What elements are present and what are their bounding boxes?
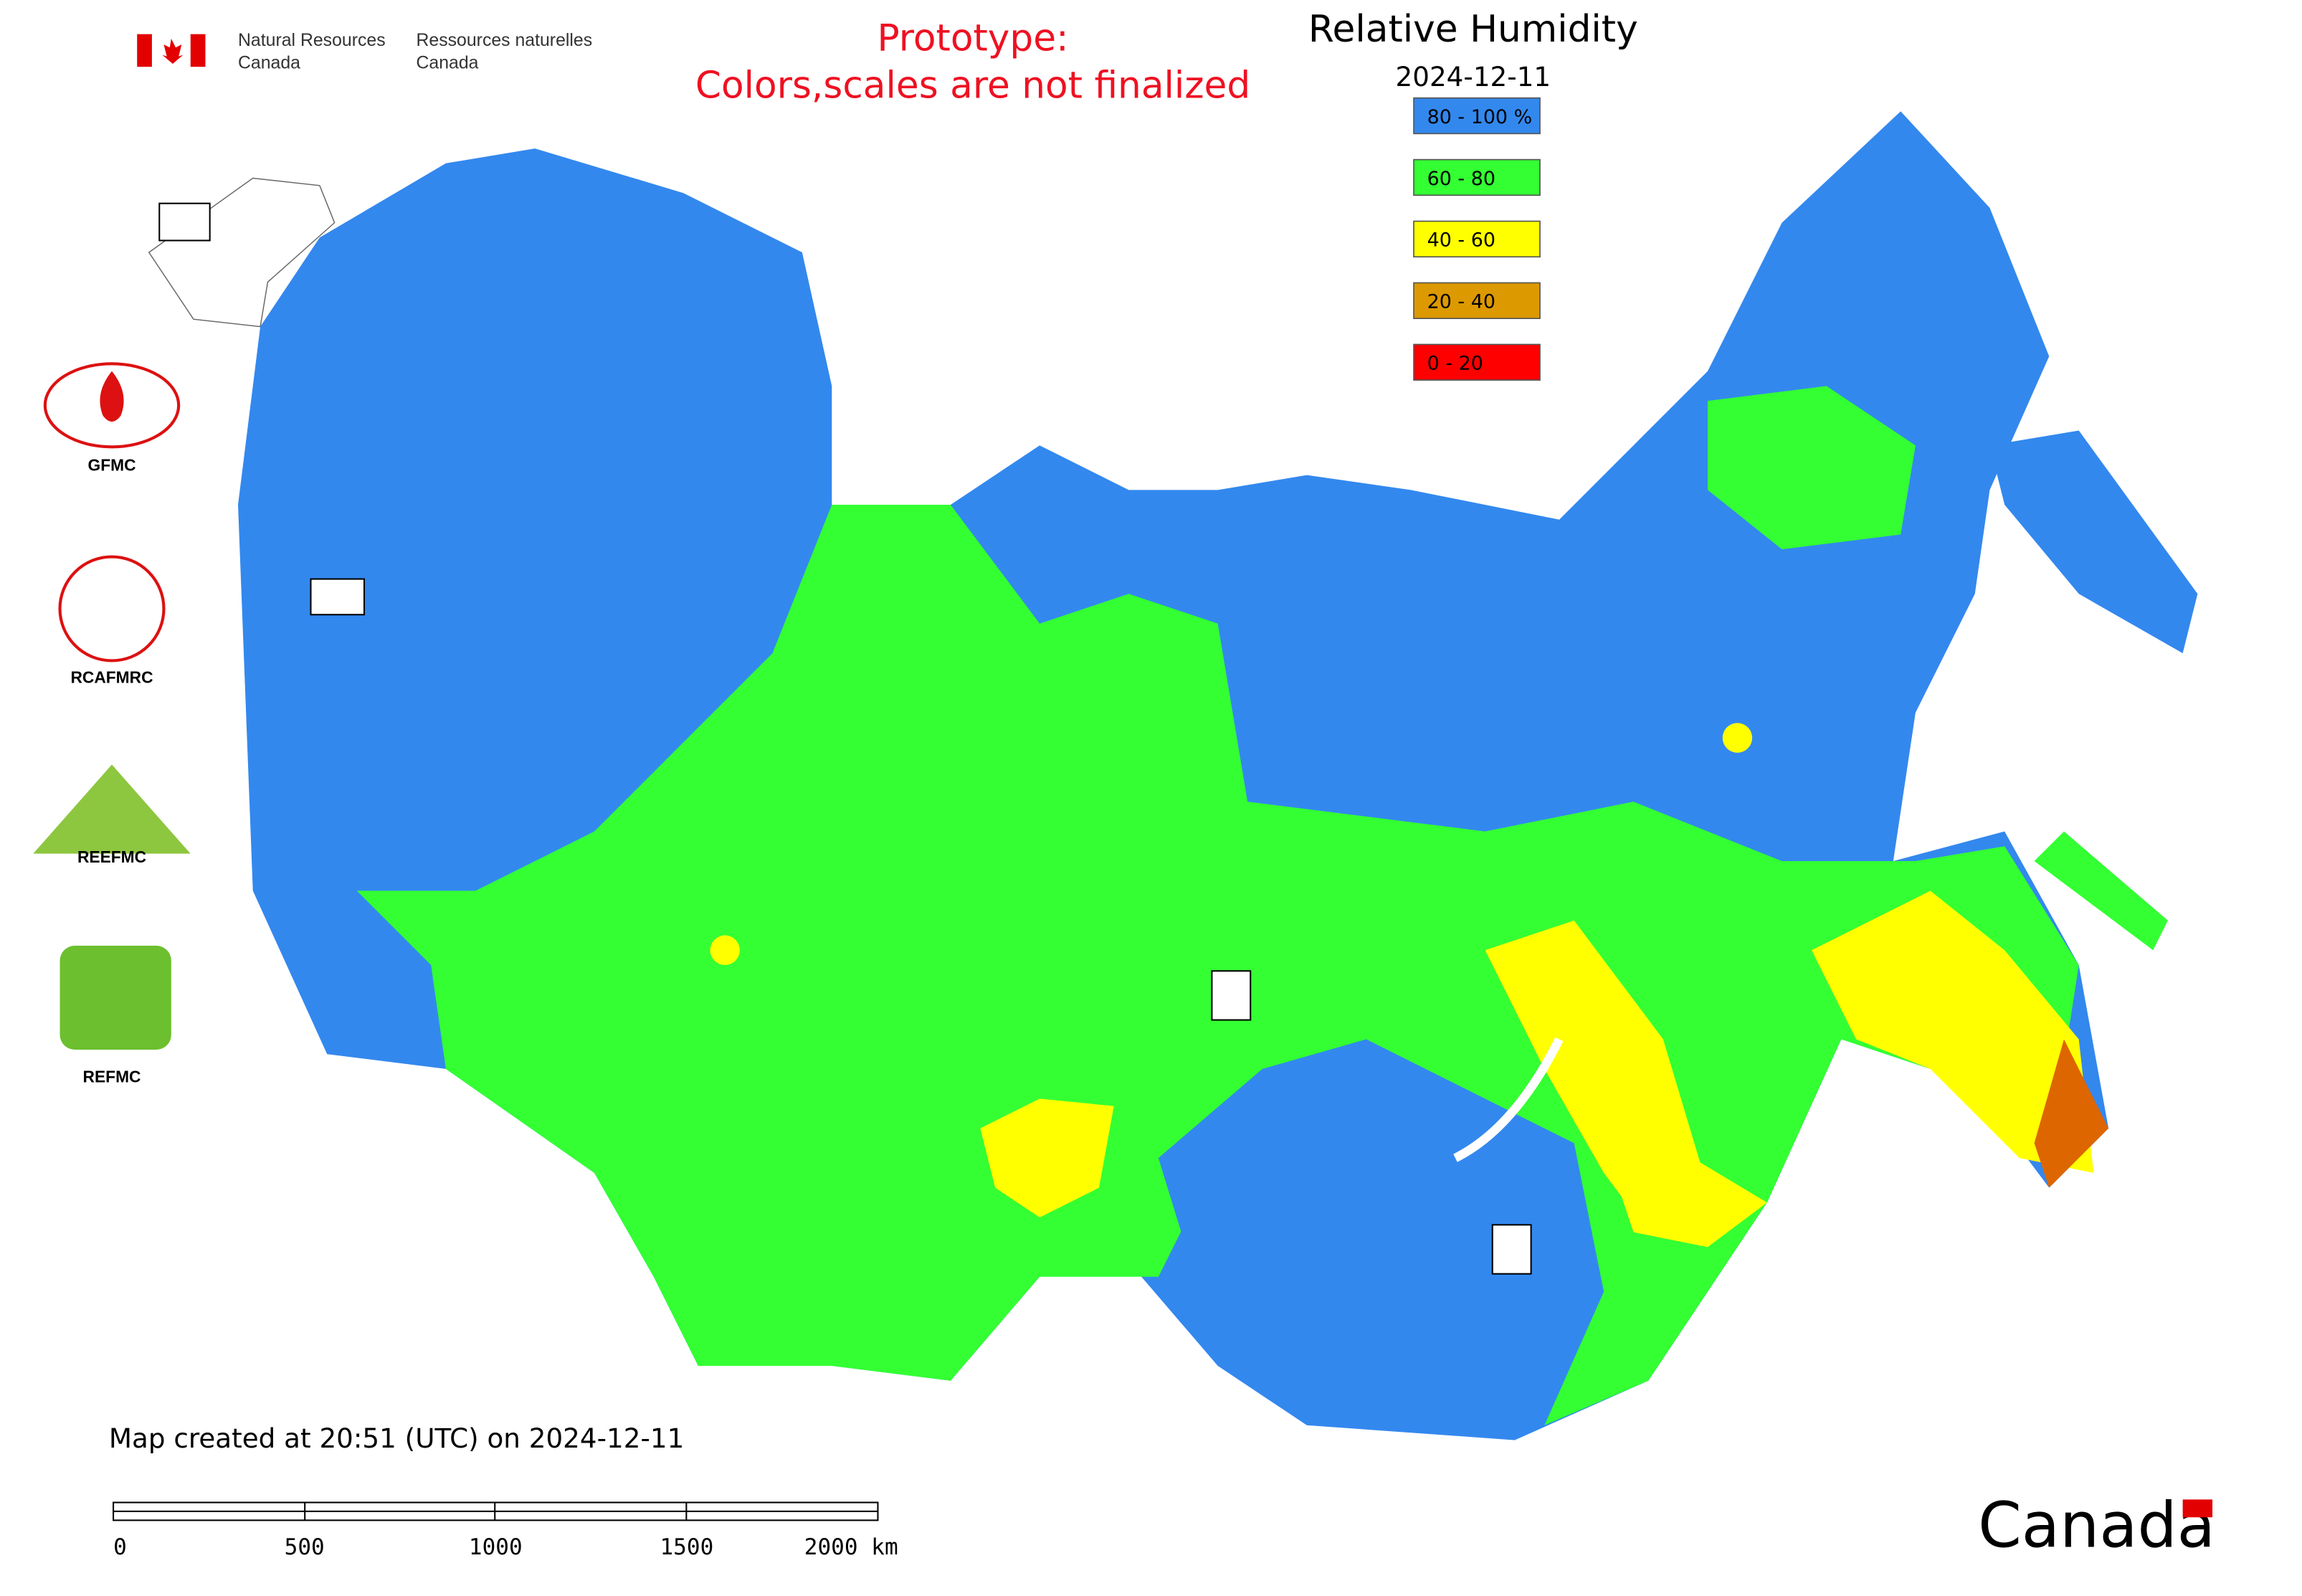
region-low-humidity — [980, 1098, 1114, 1217]
scale-label: 1000 — [469, 1534, 523, 1560]
agency-en: Natural Resources — [238, 31, 386, 50]
legend-label: 40 - 60 — [1427, 229, 1495, 252]
region-low-humidity — [1485, 920, 1708, 1232]
legend-label: 60 - 80 — [1427, 168, 1495, 190]
logo-label: REFMC — [83, 1068, 141, 1086]
agency-en: Canada — [238, 53, 300, 72]
agency-fr: Ressources naturelles — [417, 31, 593, 50]
legend-label: 20 - 40 — [1427, 291, 1495, 313]
legend-swatch — [1413, 282, 1541, 319]
logo-gfmc — [43, 362, 181, 449]
logo-rcafmrc — [58, 555, 166, 662]
map-date: 2024-12-11 — [1396, 61, 1551, 92]
lake-baikal — [1453, 1037, 1564, 1162]
scale-label: 500 — [285, 1534, 325, 1560]
legend-label: 80 - 100 % — [1427, 106, 1533, 128]
region-very-low-humidity — [2034, 1039, 2109, 1188]
logo-reefmc — [33, 764, 191, 854]
logo-label: GFMC — [87, 455, 135, 474]
land-outline — [148, 177, 336, 328]
legend-swatch — [1413, 158, 1541, 196]
scale-label: 2000 km — [804, 1534, 898, 1560]
partner-logos: GFMC RCAFMRC REEFMC REFMC — [33, 202, 1532, 1275]
map-area — [148, 111, 2198, 1440]
logo-refmc — [60, 946, 171, 1050]
map-title: Relative Humidity — [1308, 8, 1638, 51]
scale-bar: 0 500 1000 1500 2000 km — [113, 1501, 898, 1560]
legend-swatch — [1413, 343, 1541, 381]
region-moderate-humidity — [2034, 831, 2168, 951]
region-high-humidity — [1989, 430, 2198, 654]
wordmark: Canada — [1978, 1489, 2215, 1562]
logo-box — [158, 202, 211, 242]
region-low-humidity — [710, 935, 740, 965]
government-signature: Natural Resources Canada Ressources natu… — [137, 31, 592, 72]
notice: Colors,scales are not finalized — [695, 65, 1250, 108]
agency-fr: Canada — [417, 53, 479, 72]
region-moderate-humidity — [1708, 386, 1916, 550]
region-low-humidity — [1722, 723, 1753, 753]
legend-label: 0 - 20 — [1427, 353, 1483, 375]
region-low-humidity — [1811, 890, 2094, 1173]
legend-swatch — [1413, 97, 1541, 135]
notice: Prototype: — [877, 16, 1068, 60]
legend-swatch — [1413, 220, 1541, 258]
scale-label: 0 — [113, 1534, 127, 1560]
legend: 80 - 100 % 60 - 80 40 - 60 20 - 40 0 - 20 — [1413, 97, 1541, 381]
logo-label: REEFMC — [77, 847, 146, 866]
logo-label: RCAFMRC — [70, 668, 153, 687]
footnote: Map created at 20:51 (UTC) on 2024-12-11 — [109, 1422, 684, 1454]
scale-label: 1500 — [660, 1534, 713, 1560]
